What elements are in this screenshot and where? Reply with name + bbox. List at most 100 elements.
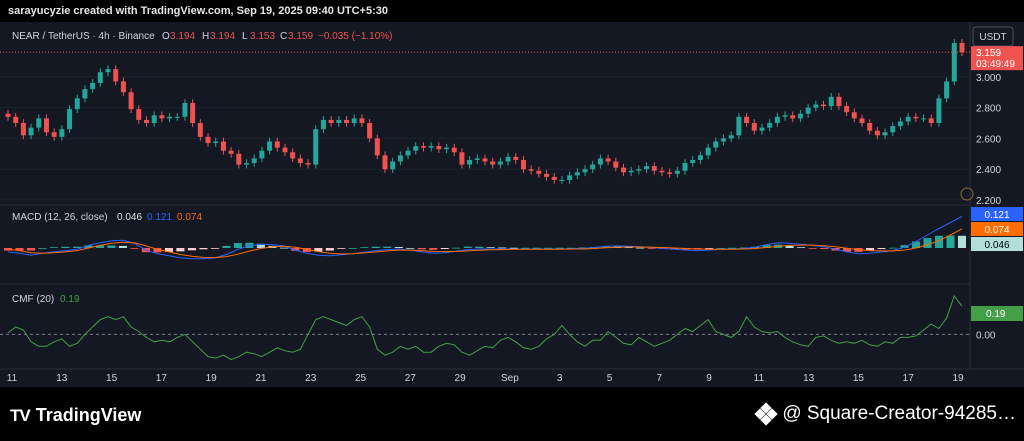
candle-body	[367, 123, 373, 139]
macd-hist-bar	[555, 247, 564, 249]
macd-hist-bar	[739, 247, 748, 249]
chart-panel[interactable]: NEAR / TetherUS · 4h · Binance O 3.194 H…	[0, 22, 1024, 387]
footer-bar: TV TradingView @ Square-Creator-94285…	[0, 387, 1024, 441]
macd-hist-bar	[176, 248, 185, 252]
change-value: −0.035 (−1.10%)	[318, 31, 393, 42]
signal-tag-value: 0.074	[984, 225, 1009, 236]
trading-chart[interactable]: NEAR / TetherUS · 4h · Binance O 3.194 H…	[0, 22, 1024, 387]
candle-body	[844, 106, 850, 113]
candle-body	[651, 166, 657, 171]
candle-body	[413, 146, 419, 151]
last-price-tag: 3.159 03:49:49	[971, 46, 1023, 71]
candle-body	[444, 147, 450, 150]
candle-body	[251, 158, 257, 164]
candle-body	[559, 179, 565, 181]
candle-body	[959, 42, 965, 53]
macd-hist-bar	[164, 248, 173, 252]
candle-body	[220, 141, 226, 151]
macd-hist-bar	[866, 248, 875, 251]
close-value: 3.159	[288, 31, 313, 42]
macd-hist-bar	[371, 246, 380, 248]
high-value: 3.194	[210, 31, 235, 42]
candle-body	[890, 126, 896, 133]
macd-hist-bar	[624, 247, 633, 249]
creator-credit: sarayucyzie created with TradingView.com…	[8, 5, 388, 17]
candle-body	[274, 141, 280, 148]
macd-hist-bar	[84, 245, 93, 248]
candle-body	[174, 116, 180, 118]
candle-body	[782, 115, 788, 117]
macd-hist-bar	[107, 245, 116, 248]
candle-body	[513, 156, 519, 160]
macd-hist-bar	[636, 247, 645, 249]
macd-hist-bar	[49, 247, 58, 249]
candle-body	[374, 138, 380, 156]
currency-button[interactable]	[972, 26, 1014, 47]
alert-icon[interactable]	[960, 187, 974, 201]
candle-body	[290, 152, 296, 159]
countdown-timer: 03:49:49	[976, 59, 1015, 70]
macd-hist-bar	[578, 247, 587, 249]
candle-body	[944, 81, 950, 99]
macd-hist-bar	[785, 245, 794, 248]
last-price-value: 3.159	[976, 48, 1001, 59]
macd-hist-bar	[199, 248, 208, 250]
macd-hist-bar	[934, 235, 944, 248]
candle-body	[690, 159, 696, 164]
price-axis[interactable]: 2.200 2.400 2.600 2.800 3.000	[976, 73, 1001, 207]
price-tick-label: 3.000	[976, 73, 1001, 84]
macd-hist-bar	[61, 246, 70, 248]
macd-hist-bar	[429, 248, 438, 250]
time-tick-label: 13	[803, 373, 815, 384]
macd-hist-bar	[210, 248, 219, 249]
candle-body	[567, 175, 573, 180]
macd-hist-bar	[360, 247, 369, 249]
price-tick-label: 2.600	[976, 134, 1001, 145]
candle-body	[382, 155, 388, 170]
candle-body	[528, 169, 534, 171]
candle-body	[797, 113, 803, 119]
candle-body	[936, 98, 942, 123]
candle-body	[874, 130, 880, 136]
macd-hist-bar	[808, 248, 817, 249]
cmf-title: CMF (20)	[12, 294, 54, 305]
candle-body	[397, 155, 403, 162]
macd-hist-value: 0.046	[117, 212, 142, 223]
candle-body	[182, 102, 188, 117]
cmf-tag-value: 0.19	[986, 309, 1006, 320]
macd-hist-bar	[532, 247, 541, 249]
candle-body	[20, 123, 26, 136]
tradingview-logo-text: TradingView	[35, 405, 142, 425]
candle-body	[190, 102, 196, 123]
candle-body	[897, 121, 903, 127]
price-tick-label: 2.200	[976, 196, 1001, 207]
macd-hist-bar	[567, 247, 576, 249]
candle-body	[305, 163, 311, 165]
candle-body	[359, 118, 365, 123]
candle-body	[921, 118, 927, 120]
candle-body	[951, 42, 957, 82]
candle-body	[13, 116, 19, 123]
candle-body	[867, 123, 873, 131]
macd-hist-bar	[843, 248, 852, 252]
time-tick-label: 15	[106, 373, 118, 384]
cmf-zero-label: 0.00	[976, 330, 996, 341]
watermark-text: @ Square-Creator-94285…	[782, 403, 1016, 424]
candle-body	[574, 172, 580, 176]
time-tick-label: 15	[853, 373, 865, 384]
macd-line-value: 0.121	[147, 212, 172, 223]
macd-hist-bar	[716, 248, 725, 249]
time-axis[interactable]: 11 13 15 17 19 21 23 25 27 29 Sep 3 5 7 9 11 13 15 17 19	[7, 373, 964, 384]
tradingview-logo[interactable]: TV TradingView	[10, 405, 141, 426]
candle-body	[320, 119, 326, 130]
candle-body	[28, 127, 34, 136]
candle-body	[551, 176, 557, 180]
hist-tag	[971, 237, 1023, 251]
time-tick-label: 19	[952, 373, 964, 384]
candle-body	[259, 150, 265, 159]
macd-hist-bar	[118, 245, 127, 248]
macd-hist-bar	[521, 247, 530, 249]
macd-hist-bar	[130, 248, 139, 249]
candle-body	[90, 82, 96, 90]
time-tick-label: 9	[706, 373, 712, 384]
